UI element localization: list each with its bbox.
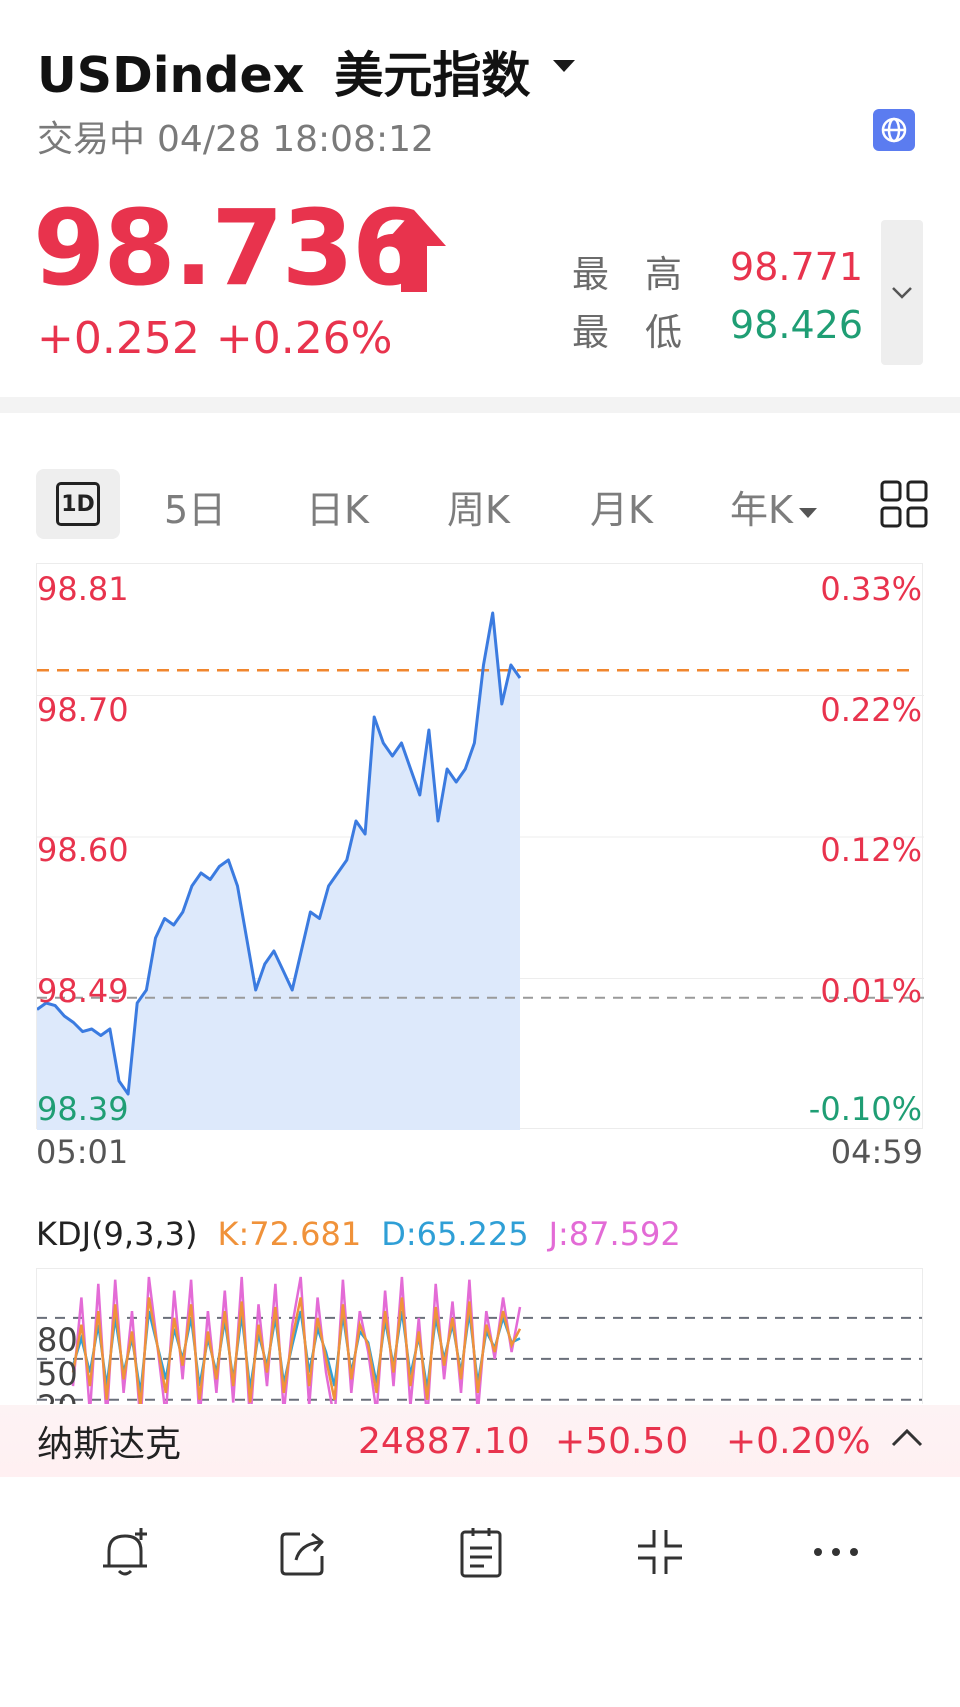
section-divider [0,397,960,413]
quote-time: 04/28 18:08:12 [157,119,434,160]
ticker-name: 纳斯达克 [37,1424,182,1465]
market-status: 交易中 04/28 18:08:12 [37,110,434,162]
trading-status: 交易中 [37,119,146,160]
price-line [37,611,522,1096]
share-icon[interactable] [276,1524,332,1580]
y-tick-left: 98.49 [37,972,129,1010]
tab-5day[interactable]: 5日 [164,488,227,532]
x-tick-start: 05:01 [36,1133,129,1171]
y-tick-left: 98.60 [37,831,129,869]
price-chart-svg [37,611,924,1130]
symbol-name: 美元指数 [334,47,531,104]
kdj-series-k [71,1297,522,1404]
kdj-legend[interactable]: KDJ(9,3,3) K:72.681 D:65.225 J:87.592 [36,1215,701,1253]
change-value: +0.252 [37,313,200,364]
y-tick-left: 98.39 [37,1090,129,1128]
caret-down-icon [798,507,817,518]
more-icon[interactable] [808,1524,864,1580]
kdj-title: KDJ(9,3,3) [36,1215,198,1253]
tab-yearly-k-label: 年K [730,488,793,532]
ticker-value: 24887.10 [358,1420,530,1462]
tab-daily-k[interactable]: 日K [306,488,369,532]
y-tick-right: 0.33% [820,570,922,608]
kdj-level-label: 50 [37,1355,78,1393]
low-value: 98.426 [730,303,863,347]
layout-grid-icon[interactable] [880,480,928,532]
intraday-chart[interactable]: 98.81 98.70 98.60 98.49 98.39 0.33% 0.22… [36,563,924,1130]
index-ticker-bar[interactable]: 纳斯达克 24887.10 +50.50 +0.20% [0,1405,960,1477]
y-tick-left: 98.81 [37,570,129,608]
kdj-level-label: 80 [37,1321,78,1359]
alert-bell-icon[interactable] [97,1524,153,1580]
price-change: +0.252 +0.26% [37,313,393,364]
tab-1d-label: 1D [56,482,100,526]
tab-weekly-k[interactable]: 周K [447,488,510,532]
expand-details-button[interactable] [881,220,923,365]
chevron-down-icon [892,286,912,299]
tab-1d[interactable]: 1D [36,469,120,539]
y-tick-right: 0.01% [820,972,922,1010]
change-percent: +0.26% [215,313,393,364]
kdj-chart[interactable]: 80 50 20 [36,1268,923,1404]
high-value: 98.771 [730,245,863,289]
tab-yearly-k[interactable]: 年K [730,479,817,534]
notes-icon[interactable] [453,1524,509,1580]
low-label: 最低 [572,311,718,354]
last-price: 98.736 [33,187,424,309]
y-tick-right: 0.12% [820,831,922,869]
y-tick-right: 0.22% [820,691,922,729]
bottom-toolbar [0,1477,960,1707]
chevron-up-icon[interactable] [890,1427,924,1449]
tab-monthly-k[interactable]: 月K [590,488,653,532]
kdj-chart-svg [37,1276,922,1404]
ticker-change-percent: +0.20% [726,1420,871,1462]
arrow-up-icon [382,210,446,296]
kdj-j-value: J:87.592 [548,1215,681,1253]
high-label: 最高 [572,253,718,296]
page-title[interactable]: USDindex 美元指数 [37,36,530,107]
symbol-code: USDindex [37,47,305,104]
x-tick-end: 04:59 [830,1133,923,1171]
globe-icon[interactable] [873,109,915,151]
ticker-change: +50.50 [555,1420,689,1462]
collapse-icon[interactable] [632,1524,688,1580]
y-tick-right: -0.10% [808,1090,922,1128]
kdj-level-label: 20 [37,1388,78,1404]
kdj-d-value: D:65.225 [381,1215,529,1253]
y-tick-left: 98.70 [37,691,129,729]
caret-down-icon[interactable] [553,60,575,72]
kdj-k-value: K:72.681 [217,1215,362,1253]
price-area [37,613,520,1130]
